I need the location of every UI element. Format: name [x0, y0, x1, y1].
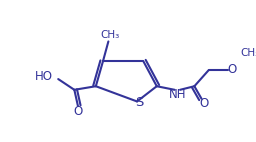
- Text: O: O: [73, 105, 82, 118]
- Text: CH₃: CH₃: [101, 30, 120, 40]
- Text: CH₃: CH₃: [240, 48, 256, 58]
- Text: NH: NH: [169, 88, 186, 101]
- Text: S: S: [135, 96, 143, 109]
- Text: O: O: [227, 63, 237, 76]
- Text: O: O: [200, 97, 209, 110]
- Text: HO: HO: [35, 70, 53, 83]
